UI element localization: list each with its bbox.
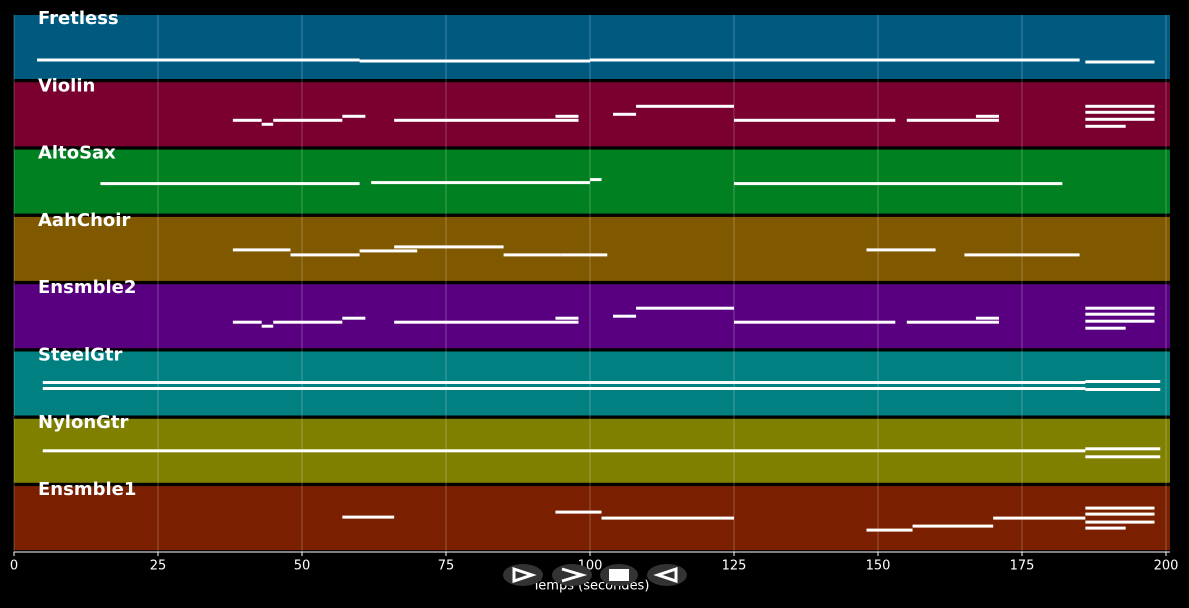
stop-icon	[609, 569, 629, 581]
x-tick-label: 75	[438, 559, 455, 574]
back-button[interactable]	[647, 564, 687, 586]
note	[734, 320, 896, 324]
note	[37, 58, 360, 62]
forward-icon	[561, 567, 588, 583]
note	[1085, 447, 1161, 451]
track-band	[14, 15, 1170, 79]
x-tick-label: 0	[10, 559, 18, 574]
x-tick-label: 50	[294, 559, 311, 574]
note	[906, 320, 999, 324]
note	[100, 182, 360, 186]
x-tick-label: 25	[150, 559, 167, 574]
note	[613, 314, 637, 318]
note	[1085, 380, 1161, 383]
x-tick-label: 200	[1154, 559, 1179, 574]
note	[1085, 312, 1155, 316]
note	[1085, 117, 1155, 121]
track-name: Violin	[38, 75, 95, 96]
note	[1085, 526, 1126, 530]
note	[261, 324, 274, 328]
note	[1085, 306, 1155, 310]
note	[555, 316, 579, 320]
x-tick-label: 125	[722, 559, 747, 574]
play-button[interactable]	[503, 564, 543, 586]
track-band	[14, 149, 1170, 214]
controls	[503, 564, 687, 586]
x-tick-label: 175	[1010, 559, 1035, 574]
note	[906, 118, 999, 122]
note	[1085, 512, 1155, 516]
note	[1085, 326, 1126, 330]
note	[273, 320, 343, 324]
note	[636, 104, 734, 108]
note	[975, 114, 999, 118]
note	[601, 516, 734, 520]
note	[42, 381, 1086, 384]
note	[342, 114, 366, 118]
note	[613, 112, 637, 116]
note	[1085, 124, 1126, 128]
note	[371, 181, 590, 185]
track-band	[14, 216, 1170, 281]
note	[503, 253, 562, 257]
note	[394, 320, 579, 324]
track-name: Ensmble2	[38, 277, 136, 298]
note	[1085, 455, 1161, 459]
note	[912, 524, 994, 528]
note	[290, 253, 360, 257]
note	[1085, 110, 1155, 114]
note	[993, 516, 1086, 520]
note	[1085, 60, 1155, 64]
note	[273, 118, 343, 122]
track-name: SteelGtr	[38, 345, 123, 366]
note	[1085, 520, 1155, 524]
note	[866, 528, 913, 532]
note	[1085, 388, 1161, 391]
note	[555, 114, 579, 118]
note	[590, 58, 1080, 62]
note	[42, 449, 1086, 453]
note	[975, 316, 999, 320]
note	[964, 253, 1080, 257]
play-icon	[512, 566, 537, 584]
note	[1085, 506, 1155, 510]
note	[359, 59, 590, 63]
track-band	[14, 284, 1170, 349]
track-name: Ensmble1	[38, 479, 136, 500]
note	[42, 387, 1086, 390]
track-name: NylonGtr	[38, 412, 129, 433]
track-band	[14, 486, 1170, 551]
note	[1085, 319, 1155, 323]
note	[261, 122, 274, 126]
note	[232, 118, 262, 122]
x-tick-label: 150	[866, 559, 891, 574]
track-name: AltoSax	[38, 143, 116, 164]
note	[734, 118, 896, 122]
note	[866, 248, 936, 252]
note	[561, 253, 608, 257]
back-icon	[653, 566, 678, 584]
note	[232, 320, 262, 324]
note	[590, 178, 602, 182]
note	[555, 510, 602, 514]
note	[359, 249, 418, 253]
note	[232, 248, 291, 252]
track-band	[14, 82, 1170, 147]
note	[342, 515, 395, 519]
track-name: Fretless	[38, 8, 119, 29]
note	[342, 316, 366, 320]
note	[394, 118, 579, 122]
note	[394, 245, 504, 249]
track-name: AahChoir	[38, 210, 130, 231]
note	[636, 306, 734, 310]
note	[1085, 104, 1155, 108]
note	[734, 182, 1063, 186]
